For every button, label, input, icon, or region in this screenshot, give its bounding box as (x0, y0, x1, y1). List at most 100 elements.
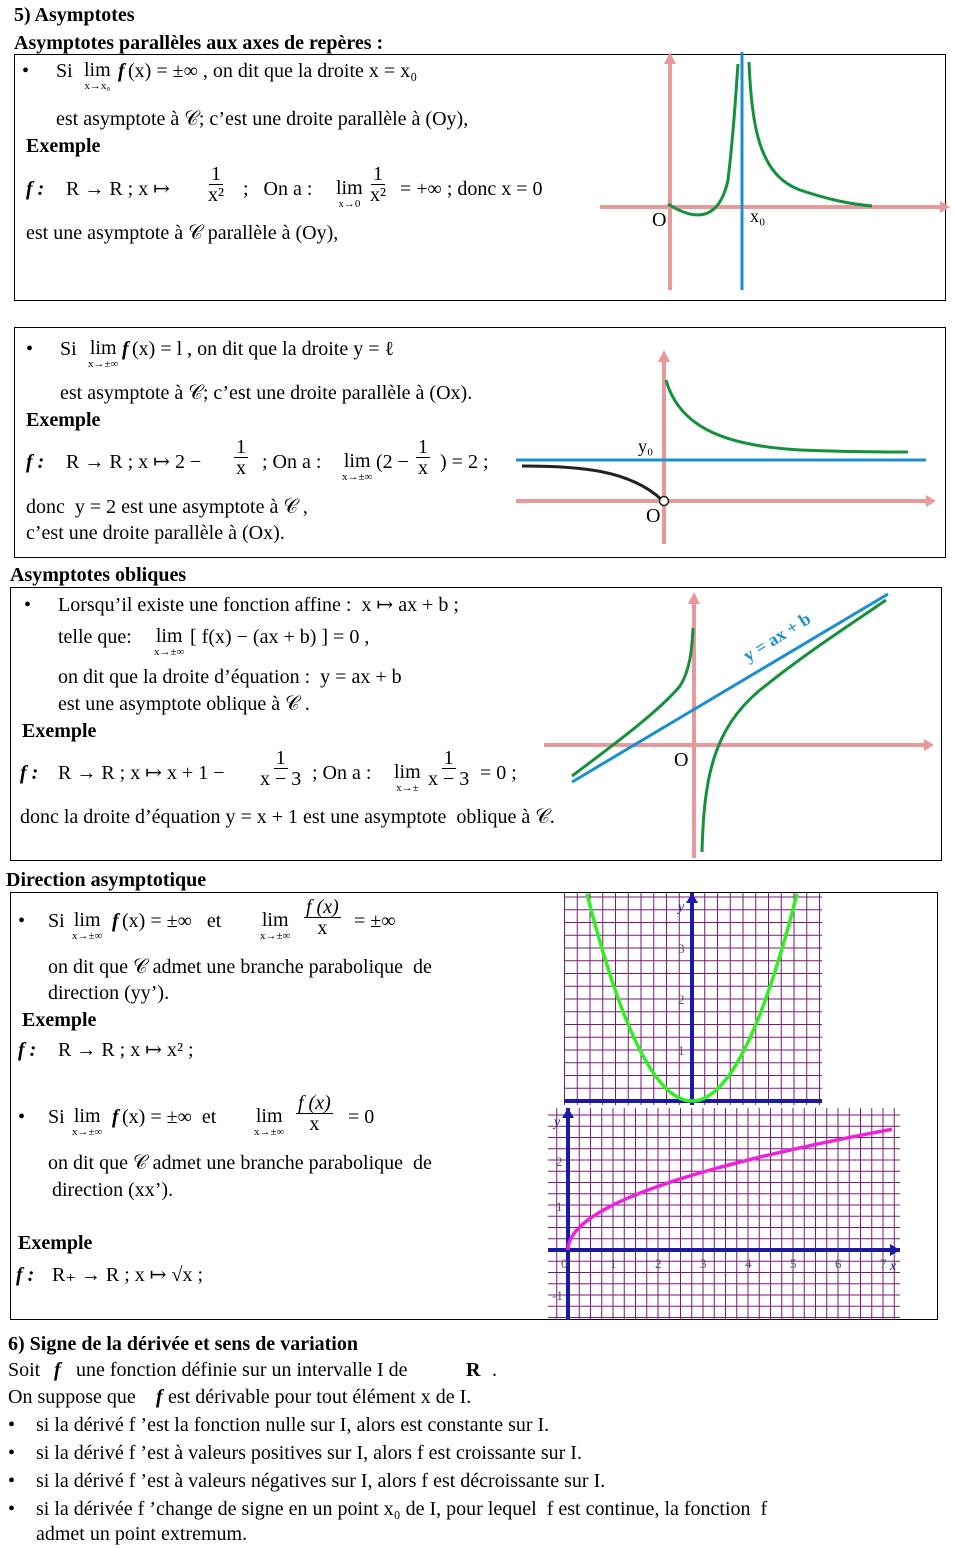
box3-line-last: donc la droite d’équation y = x + 1 est … (20, 806, 555, 828)
box1-ex-map: R → R ; x ↦ (66, 178, 170, 200)
box4-si: Si (48, 910, 65, 932)
box2-exemple: Exemple (26, 409, 101, 431)
section6-bullet-3: si la dérivé f ’est à valeurs négatives … (36, 1470, 606, 1492)
box1-exemple: Exemple (26, 135, 101, 157)
section6-line2b: est dérivable pour tout élément x de I. (168, 1386, 472, 1408)
grid (548, 1108, 900, 1320)
curve-left-branch (521, 464, 664, 502)
x0-label: x₀ (750, 206, 765, 226)
subtitle-oblique: Asymptotes obliques (10, 564, 187, 586)
box1-ex-ona: ; On a : (238, 178, 313, 200)
box3-ex-map: R → R ; x ↦ x + 1 − (58, 762, 225, 784)
box4-f2: f (112, 1106, 119, 1128)
tick-label: 2 (556, 1154, 563, 1169)
tick-label: 2 (678, 992, 685, 1007)
box2-ex-mid: (2 − (376, 451, 409, 473)
bullet: • (26, 338, 34, 360)
box4-f1: f (112, 910, 119, 932)
oblique-asymptote-line (571, 592, 889, 784)
y-axis-arrow (686, 893, 698, 903)
graph-sqrt: 0 1 2 3 4 5 6 7 y x 2 1 -1 (548, 1108, 900, 1320)
section6-bullet-2: si la dérivé f ’est à valeurs positives … (36, 1442, 582, 1464)
tick-label: 6 (835, 1256, 842, 1271)
section6-bullet-4: si la dérivée f ’change de signe en un p… (36, 1498, 768, 1520)
box1-line-last: est une asymptote à 𝒞 parallèle à (Oy), (26, 222, 339, 244)
origin-label: O (646, 505, 660, 527)
x-axis-arrow (940, 201, 950, 213)
box2-cond: (x) = l , on dit que la droite y = ℓ (132, 338, 395, 360)
box4-cond2: (x) = ±∞ et (122, 1106, 217, 1128)
box1-cond: (x) = ±∞ , on dit que la droite x = x₀ (128, 60, 418, 82)
box4-si2: Si (48, 1106, 65, 1128)
box4-res2: = 0 (348, 1106, 375, 1128)
box-vertical-asymptote (14, 54, 946, 301)
box-horizontal-asymptote (14, 327, 946, 558)
box-oblique-asymptote (10, 587, 942, 861)
y-axis-arrow (562, 1108, 574, 1118)
section6-bullet-4-cont: admet un point extremum. (36, 1523, 248, 1545)
box4-frac1: f (x) x (304, 896, 341, 939)
box2-ex-f: f : (26, 451, 45, 473)
box4-lim1: lim x→±∞ (72, 909, 103, 942)
section6-bullet-1: si la dérivé f ’est la fonction nulle su… (36, 1414, 550, 1436)
box1-line2: est asymptote à 𝒞; c’est une droite para… (56, 108, 469, 130)
tick-label: 3 (678, 941, 685, 956)
box2-ex-res: ) = 2 ; (440, 451, 489, 473)
bullet: • (8, 1414, 16, 1436)
box1-si: Si (56, 60, 73, 82)
graph-horizontal-asymptote: O y₀ (516, 350, 936, 544)
origin-label: O (674, 749, 688, 771)
box3-line4: est une asymptote oblique à 𝒞 . (58, 693, 310, 715)
box2-ex-ona: ; On a : (262, 451, 322, 473)
box4-cond1: (x) = ±∞ et (122, 910, 222, 932)
sqrt-curve (566, 1127, 893, 1250)
x-axis-arrow (890, 1244, 900, 1256)
box2-f: f (122, 338, 129, 360)
box4-line2: on dit que 𝒞 admet une branche paraboliq… (48, 956, 432, 978)
section6-f: f (54, 1359, 61, 1381)
box1-ex-frac2: 1 x² (370, 163, 386, 206)
bullet: • (18, 910, 26, 932)
section6-soit: Soit (8, 1359, 41, 1381)
box2-ex-map: R → R ; x ↦ 2 − (66, 451, 202, 473)
x-label: x (889, 1259, 897, 1274)
box1-ex-f: f : (26, 178, 45, 200)
curve-right-branch (747, 61, 873, 208)
graph-oblique-asymptote: O y = ax + b (544, 592, 934, 858)
box4-res1: = ±∞ (354, 910, 396, 932)
box-direction (10, 892, 938, 1320)
box4-exemple2: Exemple (18, 1232, 93, 1254)
y0-label: y₀ (638, 436, 653, 456)
box4-exemple1: Exemple (22, 1009, 97, 1031)
box4-lim4: lim x→±∞ (254, 1105, 285, 1138)
box3-lim: lim x→±∞ (154, 625, 185, 658)
graph-parabola: y 3 2 1 (564, 893, 822, 1105)
box4-frac2: f (x) x (296, 1092, 333, 1135)
box2-ex-lim: lim x→±∞ (342, 450, 373, 483)
x-axis-arrow (924, 739, 934, 751)
parabola-curve (585, 893, 799, 1103)
origin-label: O (652, 209, 666, 231)
subtitle-direction: Direction asymptotique (6, 869, 207, 891)
section6-title: 6) Signe de la dérivée et sens de variat… (8, 1333, 358, 1355)
open-point (658, 495, 670, 507)
curve-left-branch (667, 63, 740, 217)
box1-f: f (118, 60, 125, 82)
curve-left-branch (571, 627, 695, 778)
bullet: • (8, 1470, 16, 1492)
box4-lim3: lim x→±∞ (72, 1105, 103, 1138)
tick-label: 3 (700, 1256, 707, 1271)
bullet: • (22, 60, 30, 82)
bullet: • (24, 594, 32, 616)
box2-line-donc: donc y = 2 est une asymptote à 𝒞 , (26, 496, 308, 518)
bullet: • (8, 1442, 16, 1464)
box1-lim: lim x→x₀ (84, 59, 111, 92)
box2-lim: lim x→±∞ (88, 337, 119, 370)
box1-ex-res: = +∞ ; donc x = 0 (400, 178, 543, 200)
box4-line5: on dit que 𝒞 admet une branche paraboliq… (48, 1152, 432, 1174)
section6-line2: On suppose que (8, 1386, 136, 1408)
box3-ex-f: f : (20, 762, 39, 784)
